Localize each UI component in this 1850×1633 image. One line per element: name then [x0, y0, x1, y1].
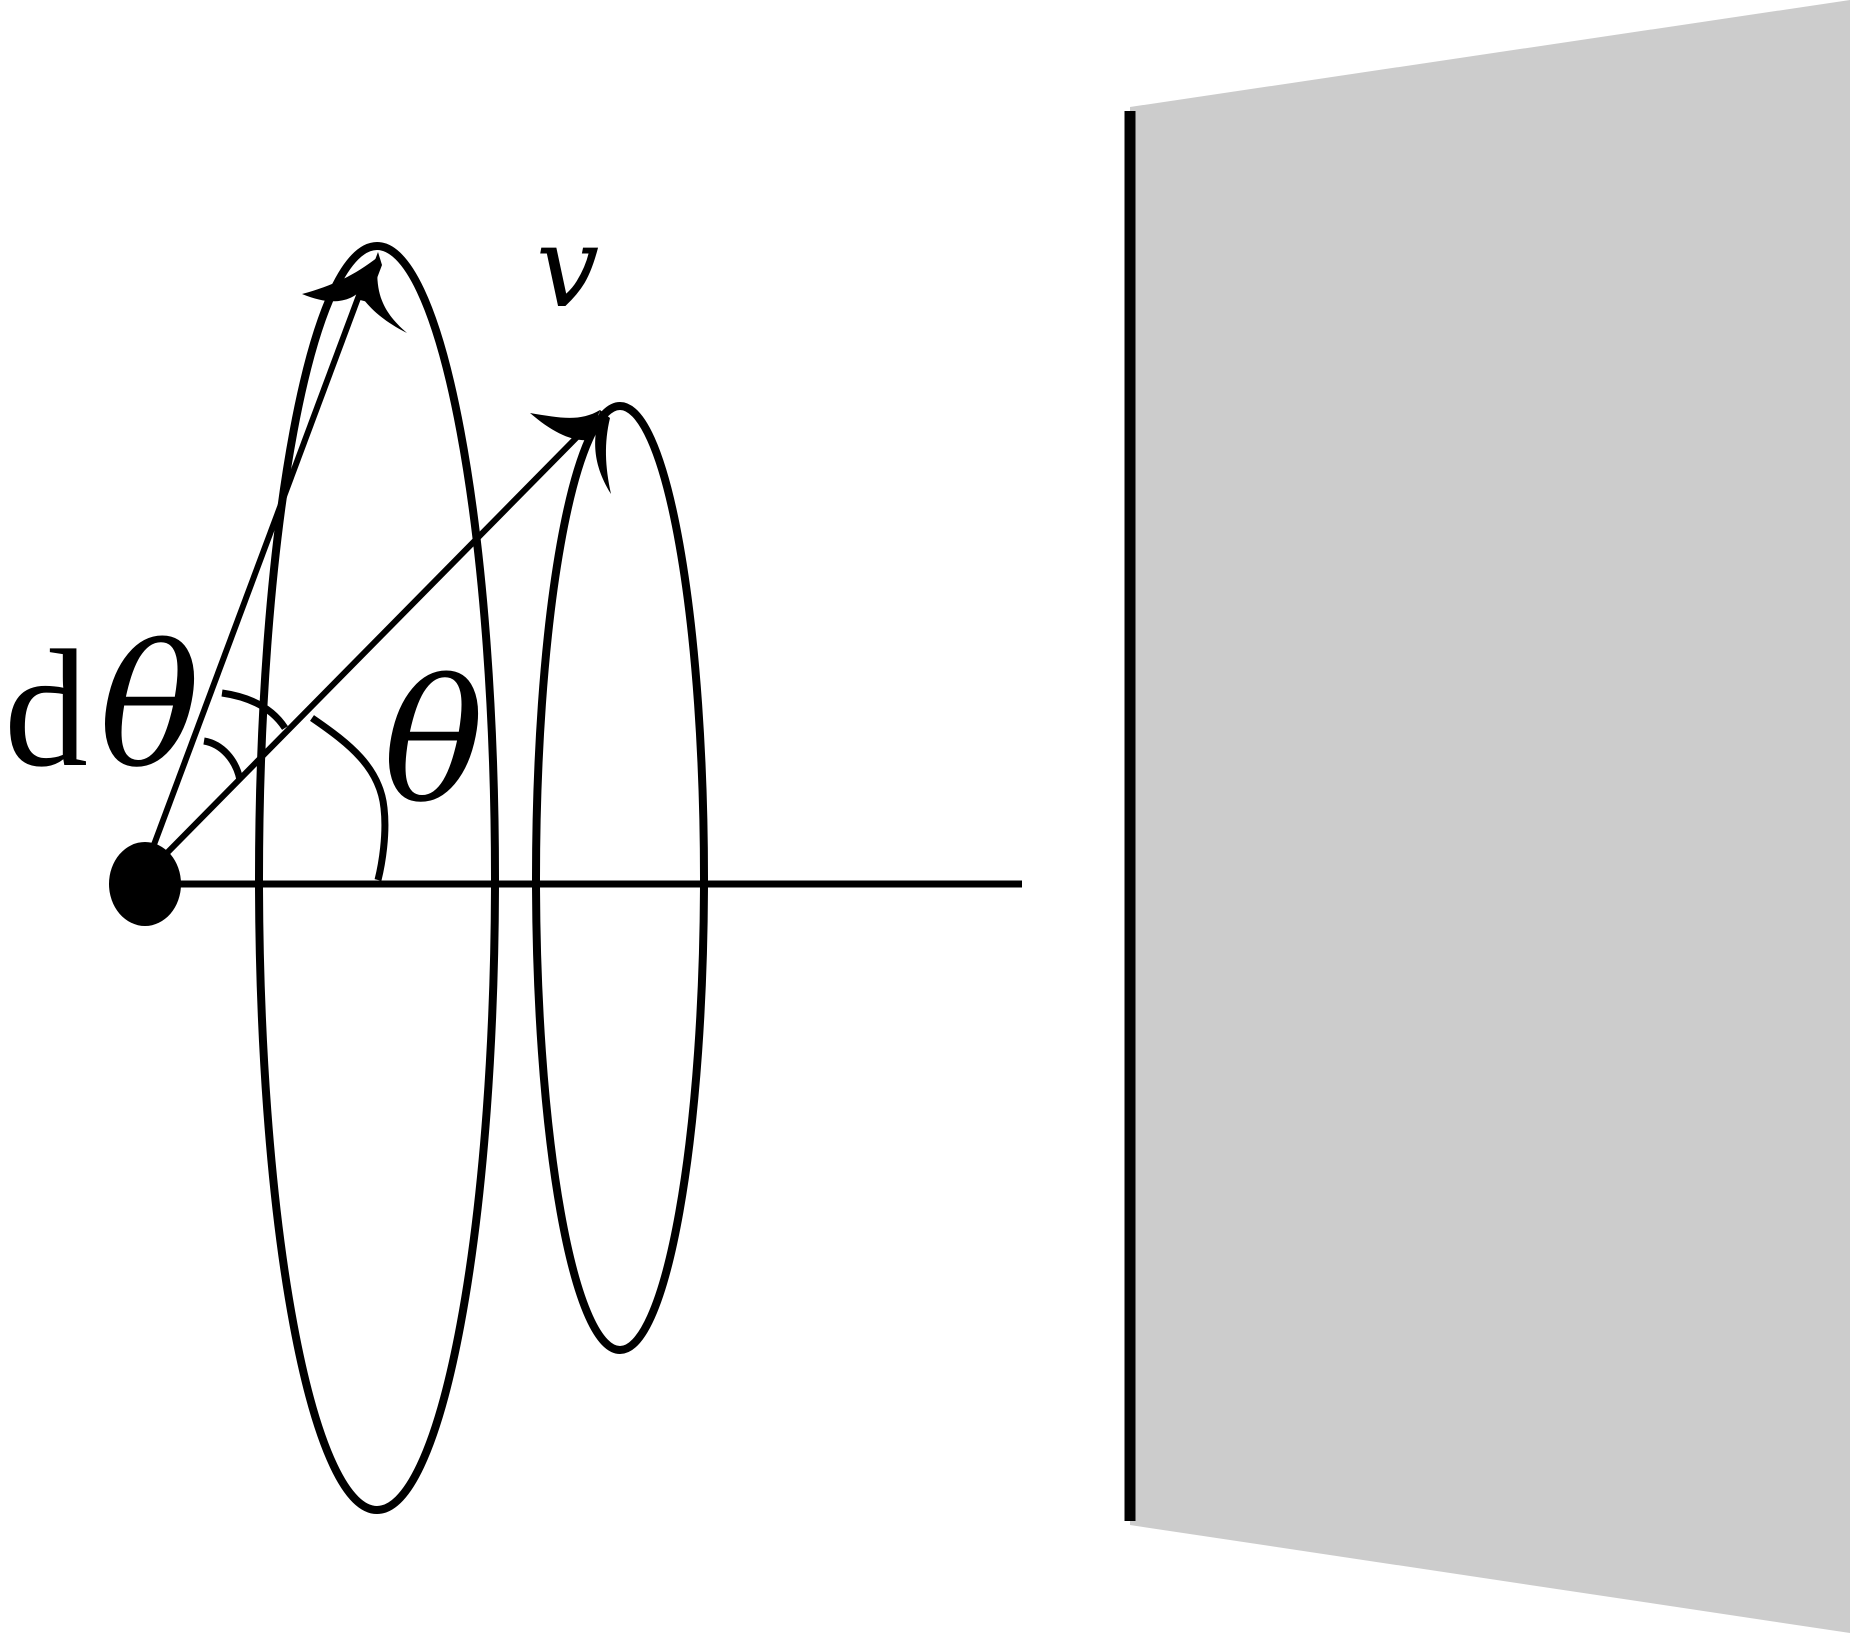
theta-arc: [310, 715, 389, 881]
outer-arrowhead-tip: [360, 252, 382, 302]
inner-vector-line: [161, 429, 585, 859]
wall-surface: [1130, 0, 1850, 1633]
velocity-label: v: [536, 203, 599, 333]
inner-arrowhead: [530, 410, 611, 494]
outer-cone-ellipse: [255, 242, 499, 1514]
dtheta-arc-outer: [221, 689, 288, 731]
inner-cone-ellipse: [532, 402, 708, 1354]
dtheta-label-d: d: [4, 616, 88, 802]
outer-arrowhead: [302, 257, 407, 333]
outer-vector-line: [149, 280, 367, 852]
dtheta-label-theta: θ: [99, 609, 200, 805]
theta-label: θ: [383, 644, 484, 840]
dtheta-arc-inner: [203, 737, 244, 781]
particle-dot: [109, 842, 181, 926]
